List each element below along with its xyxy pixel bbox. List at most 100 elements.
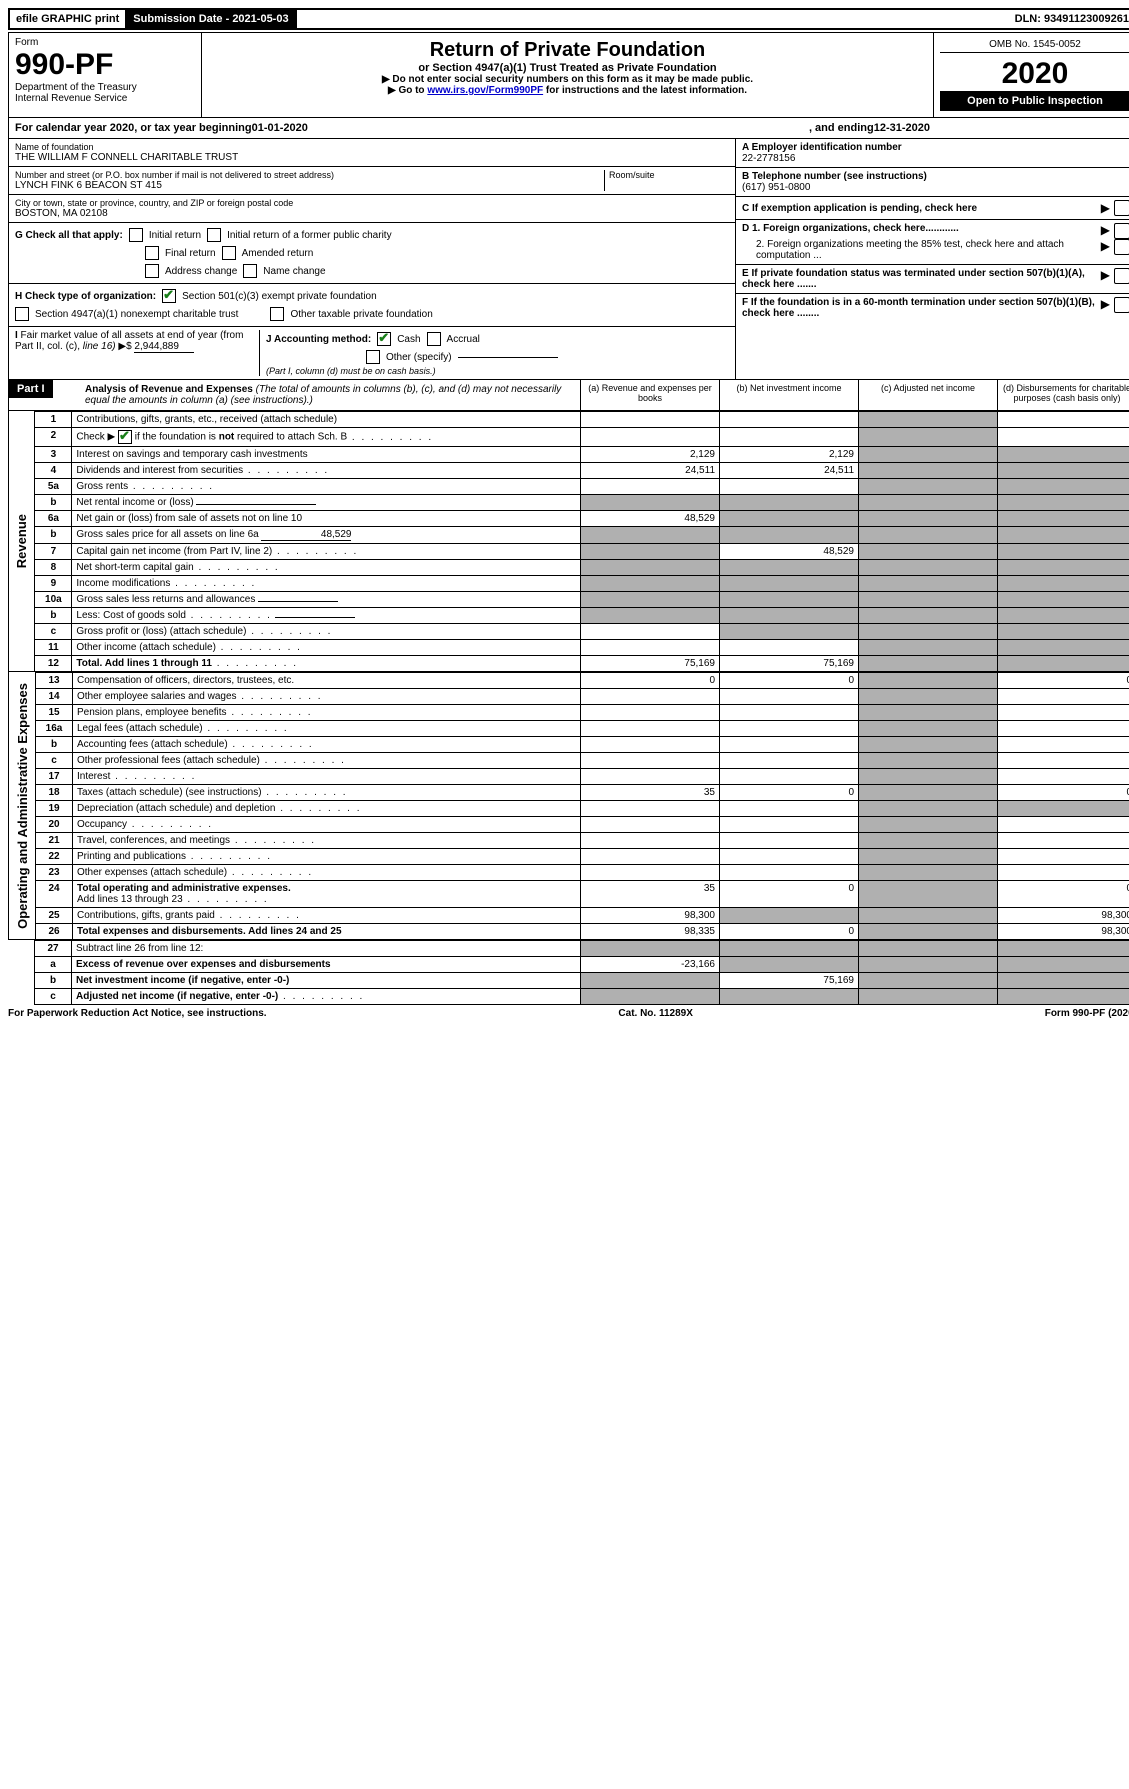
omb-number: OMB No. 1545-0052 [940, 39, 1129, 53]
page-footer: For Paperwork Reduction Act Notice, see … [8, 1005, 1129, 1022]
r25-a: 98,300 [581, 908, 720, 924]
j-note: (Part I, column (d) must be on cash basi… [266, 366, 729, 376]
form-subtitle: or Section 4947(a)(1) Trust Treated as P… [214, 62, 921, 74]
col-a-header: (a) Revenue and expenses per books [580, 380, 719, 410]
year-begin: 01-01-2020 [252, 122, 308, 134]
h-label: H Check type of organization: [15, 291, 156, 302]
f-checkbox[interactable] [1114, 297, 1129, 313]
j-label: J Accounting method: [266, 334, 371, 345]
j-accrual-checkbox[interactable] [427, 332, 441, 346]
c-label: C If exemption application is pending, c… [742, 203, 1101, 214]
footer-cat: Cat. No. 11289X [618, 1008, 692, 1019]
arrow-icon: ▶ [1101, 201, 1110, 215]
r18-d: 0 [998, 785, 1129, 801]
footer-form: Form 990-PF (2020) [1045, 1008, 1129, 1019]
g-final-return-checkbox[interactable] [145, 246, 159, 260]
form-header: Form 990-PF Department of the Treasury I… [8, 32, 1129, 118]
g-amended-checkbox[interactable] [222, 246, 236, 260]
e-label: E If private foundation status was termi… [742, 268, 1101, 290]
r24-a: 35 [581, 881, 720, 908]
r24-b: 0 [720, 881, 859, 908]
dept-line2: Internal Revenue Service [15, 93, 195, 104]
r26-d: 98,300 [998, 924, 1129, 940]
r7-b: 48,529 [720, 544, 859, 560]
col-b-header: (b) Net investment income [719, 380, 858, 410]
foundation-name: THE WILLIAM F CONNELL CHARITABLE TRUST [15, 152, 729, 163]
phone-value: (617) 951-0800 [742, 182, 1129, 193]
d1-label: D 1. Foreign organizations, check here..… [742, 223, 1101, 239]
g-address-change-checkbox[interactable] [145, 264, 159, 278]
irs-link[interactable]: www.irs.gov/Form990PF [427, 85, 543, 96]
street-address: LYNCH FINK 6 BEACON ST 415 [15, 180, 604, 191]
part1-badge: Part I [9, 380, 53, 398]
g-initial-return-checkbox[interactable] [129, 228, 143, 242]
i-label: I [15, 330, 18, 341]
d2-checkbox[interactable] [1114, 239, 1129, 255]
r25-d: 98,300 [998, 908, 1129, 924]
part1-heading: Analysis of Revenue and Expenses [85, 384, 253, 395]
col-d-header: (d) Disbursements for charitable purpose… [997, 380, 1129, 410]
dln: DLN: 93491123009261 [1009, 10, 1129, 28]
g-initial-former-checkbox[interactable] [207, 228, 221, 242]
h-other-taxable-checkbox[interactable] [270, 307, 284, 321]
r24-d: 0 [998, 881, 1129, 908]
r18-b: 0 [720, 785, 859, 801]
dept-line1: Department of the Treasury [15, 82, 195, 93]
ein-value: 22-2778156 [742, 153, 1129, 164]
e-checkbox[interactable] [1114, 268, 1129, 284]
entity-info: Name of foundation THE WILLIAM F CONNELL… [8, 139, 1129, 380]
form-label: Form [15, 37, 195, 48]
j-other-checkbox[interactable] [366, 350, 380, 364]
expenses-side-label: Operating and Administrative Expenses [13, 675, 32, 937]
revenue-side-label: Revenue [12, 506, 31, 576]
a-label: A Employer identification number [742, 142, 1129, 153]
instr-2: ▶ Go to www.irs.gov/Form990PF for instru… [214, 85, 921, 96]
fmv-value: 2,944,889 [134, 341, 194, 353]
c-checkbox[interactable] [1114, 200, 1129, 216]
r12-b: 75,169 [720, 656, 859, 672]
d1-checkbox[interactable] [1114, 223, 1129, 239]
h-501c3-checkbox[interactable] [162, 289, 176, 303]
r27b-b: 75,169 [720, 973, 859, 989]
addr-label: Number and street (or P.O. box number if… [15, 170, 604, 180]
col-c-header: (c) Adjusted net income [858, 380, 997, 410]
h-4947-checkbox[interactable] [15, 307, 29, 321]
room-label: Room/suite [609, 170, 729, 180]
r4-b: 24,511 [720, 463, 859, 479]
g-name-change-checkbox[interactable] [243, 264, 257, 278]
j-cash-checkbox[interactable] [377, 332, 391, 346]
r27a-a: -23,166 [581, 957, 720, 973]
r26-a: 98,335 [581, 924, 720, 940]
name-label: Name of foundation [15, 142, 729, 152]
city-label: City or town, state or province, country… [15, 198, 729, 208]
tax-year: 2020 [940, 57, 1129, 91]
year-end: 12-31-2020 [874, 122, 930, 134]
r12-a: 75,169 [581, 656, 720, 672]
efile-label: efile GRAPHIC print [10, 10, 127, 28]
r6a-a: 48,529 [581, 511, 720, 527]
r26-b: 0 [720, 924, 859, 940]
submission-date: Submission Date - 2021-05-03 [127, 10, 296, 28]
f-label: F If the foundation is in a 60-month ter… [742, 297, 1101, 319]
r13-a: 0 [581, 673, 720, 689]
r18-a: 35 [581, 785, 720, 801]
form-title: Return of Private Foundation [214, 39, 921, 62]
expenses-table: 13Compensation of officers, directors, t… [35, 672, 1129, 940]
calendar-year-row: For calendar year 2020, or tax year begi… [8, 118, 1129, 139]
r13-b: 0 [720, 673, 859, 689]
r4-a: 24,511 [581, 463, 720, 479]
part1-header-row: Part I Analysis of Revenue and Expenses … [8, 380, 1129, 411]
b-label: B Telephone number (see instructions) [742, 171, 1129, 182]
r13-d: 0 [998, 673, 1129, 689]
footer-left: For Paperwork Reduction Act Notice, see … [8, 1008, 267, 1019]
r3-b: 2,129 [720, 447, 859, 463]
d2-label: 2. Foreign organizations meeting the 85%… [742, 239, 1101, 261]
instr-1: ▶ Do not enter social security numbers o… [214, 74, 921, 85]
open-public-badge: Open to Public Inspection [940, 91, 1129, 111]
line27-table: 27Subtract line 26 from line 12: aExcess… [34, 940, 1129, 1005]
r3-a: 2,129 [581, 447, 720, 463]
sch-b-checkbox[interactable] [118, 430, 132, 444]
city-state-zip: BOSTON, MA 02108 [15, 208, 729, 219]
g-label: G Check all that apply: [15, 230, 123, 241]
revenue-table: 1Contributions, gifts, grants, etc., rec… [34, 411, 1129, 672]
